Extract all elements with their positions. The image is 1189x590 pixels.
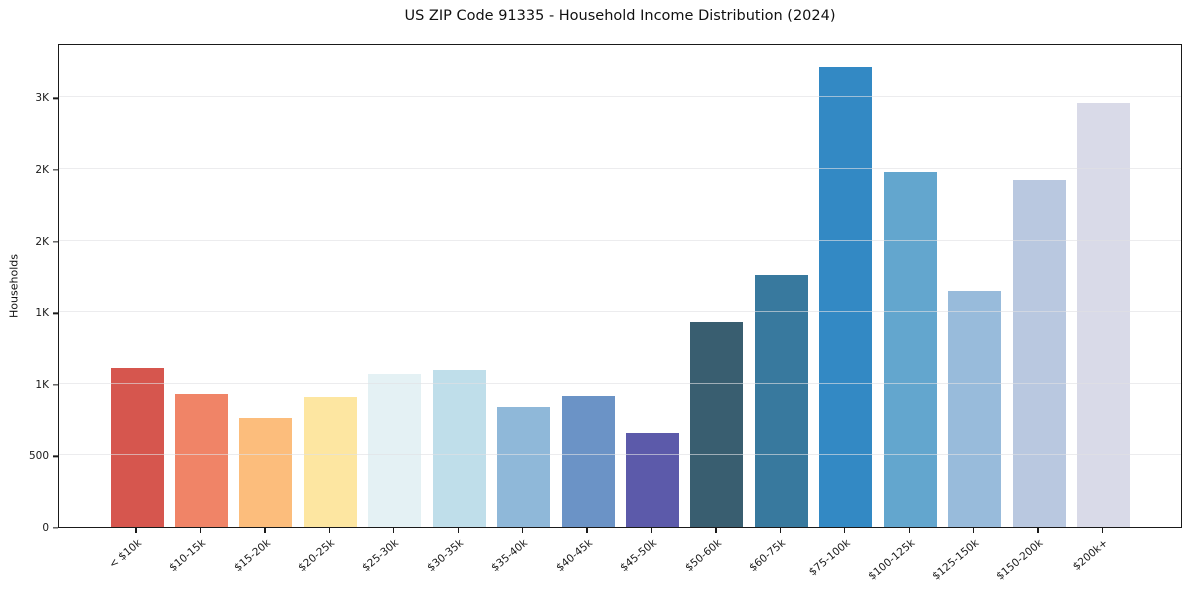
y-tick-mark [53, 384, 58, 386]
x-tick-label: $45-50k [618, 537, 660, 575]
gridline [59, 168, 1181, 170]
x-tick-label: $125-150k [930, 537, 982, 583]
y-tick-mark [53, 312, 58, 314]
bar-$15-20k [239, 418, 293, 527]
x-tick-label: $30-35k [425, 537, 466, 575]
y-tick-mark [53, 527, 58, 529]
y-tick-label: 3K [35, 92, 49, 105]
bar-$125-150k [948, 290, 1002, 527]
bar-$100-125k [883, 171, 937, 527]
x-tick-label: $75-100k [806, 537, 853, 579]
bar-$20-25k [303, 397, 357, 527]
x-tick-label: $50-60k [682, 537, 724, 575]
gridline [59, 239, 1181, 241]
x-tick-mark [135, 528, 137, 533]
x-tick-label: $15-20k [231, 537, 273, 575]
x-tick-mark [844, 528, 846, 533]
x-tick-label: $35-40k [489, 537, 531, 575]
bar-$75-100k [819, 67, 873, 527]
chart-title: US ZIP Code 91335 - Household Income Dis… [404, 8, 836, 24]
y-tick-label: 0 [42, 522, 49, 534]
bar-$60-75k [754, 274, 808, 527]
y-tick-mark [53, 240, 58, 243]
bar-$50-60k [690, 322, 744, 527]
gridline [59, 96, 1181, 98]
x-tick-mark [1101, 528, 1104, 533]
x-tick-mark [586, 528, 588, 533]
x-tick-label: $40-45k [553, 537, 595, 575]
y-tick-label: 1K [35, 378, 49, 391]
x-tick-label: $60-75k [747, 537, 789, 575]
gridline [59, 454, 1181, 456]
x-tick-mark [328, 528, 330, 533]
bar-$150-200k [1012, 179, 1066, 527]
bar-$25-30k [368, 373, 422, 527]
x-tick-label: $100-125k [865, 537, 917, 583]
bar-$45-50k [625, 432, 679, 527]
y-tick-label: 2K [35, 235, 49, 248]
x-tick-mark [1037, 528, 1039, 533]
x-tick-mark [908, 528, 910, 533]
gridline [59, 382, 1181, 384]
bar-$30-35k [432, 369, 486, 527]
x-tick-mark [972, 528, 975, 533]
x-tick-label: $150-200k [994, 537, 1046, 583]
y-tick-label: 2K [35, 164, 49, 176]
x-tick-mark [650, 528, 653, 533]
x-tick-mark [457, 528, 459, 533]
x-tick-label: $20-25k [296, 537, 338, 575]
gridline [59, 311, 1181, 313]
x-tick-label: < $10k [106, 537, 144, 571]
bar-< $10k [110, 368, 164, 527]
x-tick-mark [779, 528, 781, 533]
x-tick-mark [264, 528, 266, 533]
bar-$40-45k [561, 395, 615, 527]
x-tick-mark [393, 528, 395, 533]
plot-area [58, 44, 1182, 528]
y-tick-label: 500 [28, 450, 49, 463]
x-tick-label: $25-30k [360, 537, 402, 575]
x-tick-label: $10-15k [167, 537, 209, 575]
bar-$10-15k [174, 393, 228, 527]
x-tick-mark [715, 528, 717, 533]
y-tick-mark [53, 97, 58, 100]
y-tick-mark [53, 455, 58, 458]
x-tick-label: $200k+ [1070, 537, 1111, 573]
y-tick-mark [53, 169, 58, 171]
y-tick-label: 1K [35, 307, 49, 320]
x-tick-mark [521, 528, 524, 533]
x-tick-mark [199, 528, 202, 533]
bar-$200k+ [1076, 103, 1130, 527]
bar-$35-40k [497, 406, 551, 527]
